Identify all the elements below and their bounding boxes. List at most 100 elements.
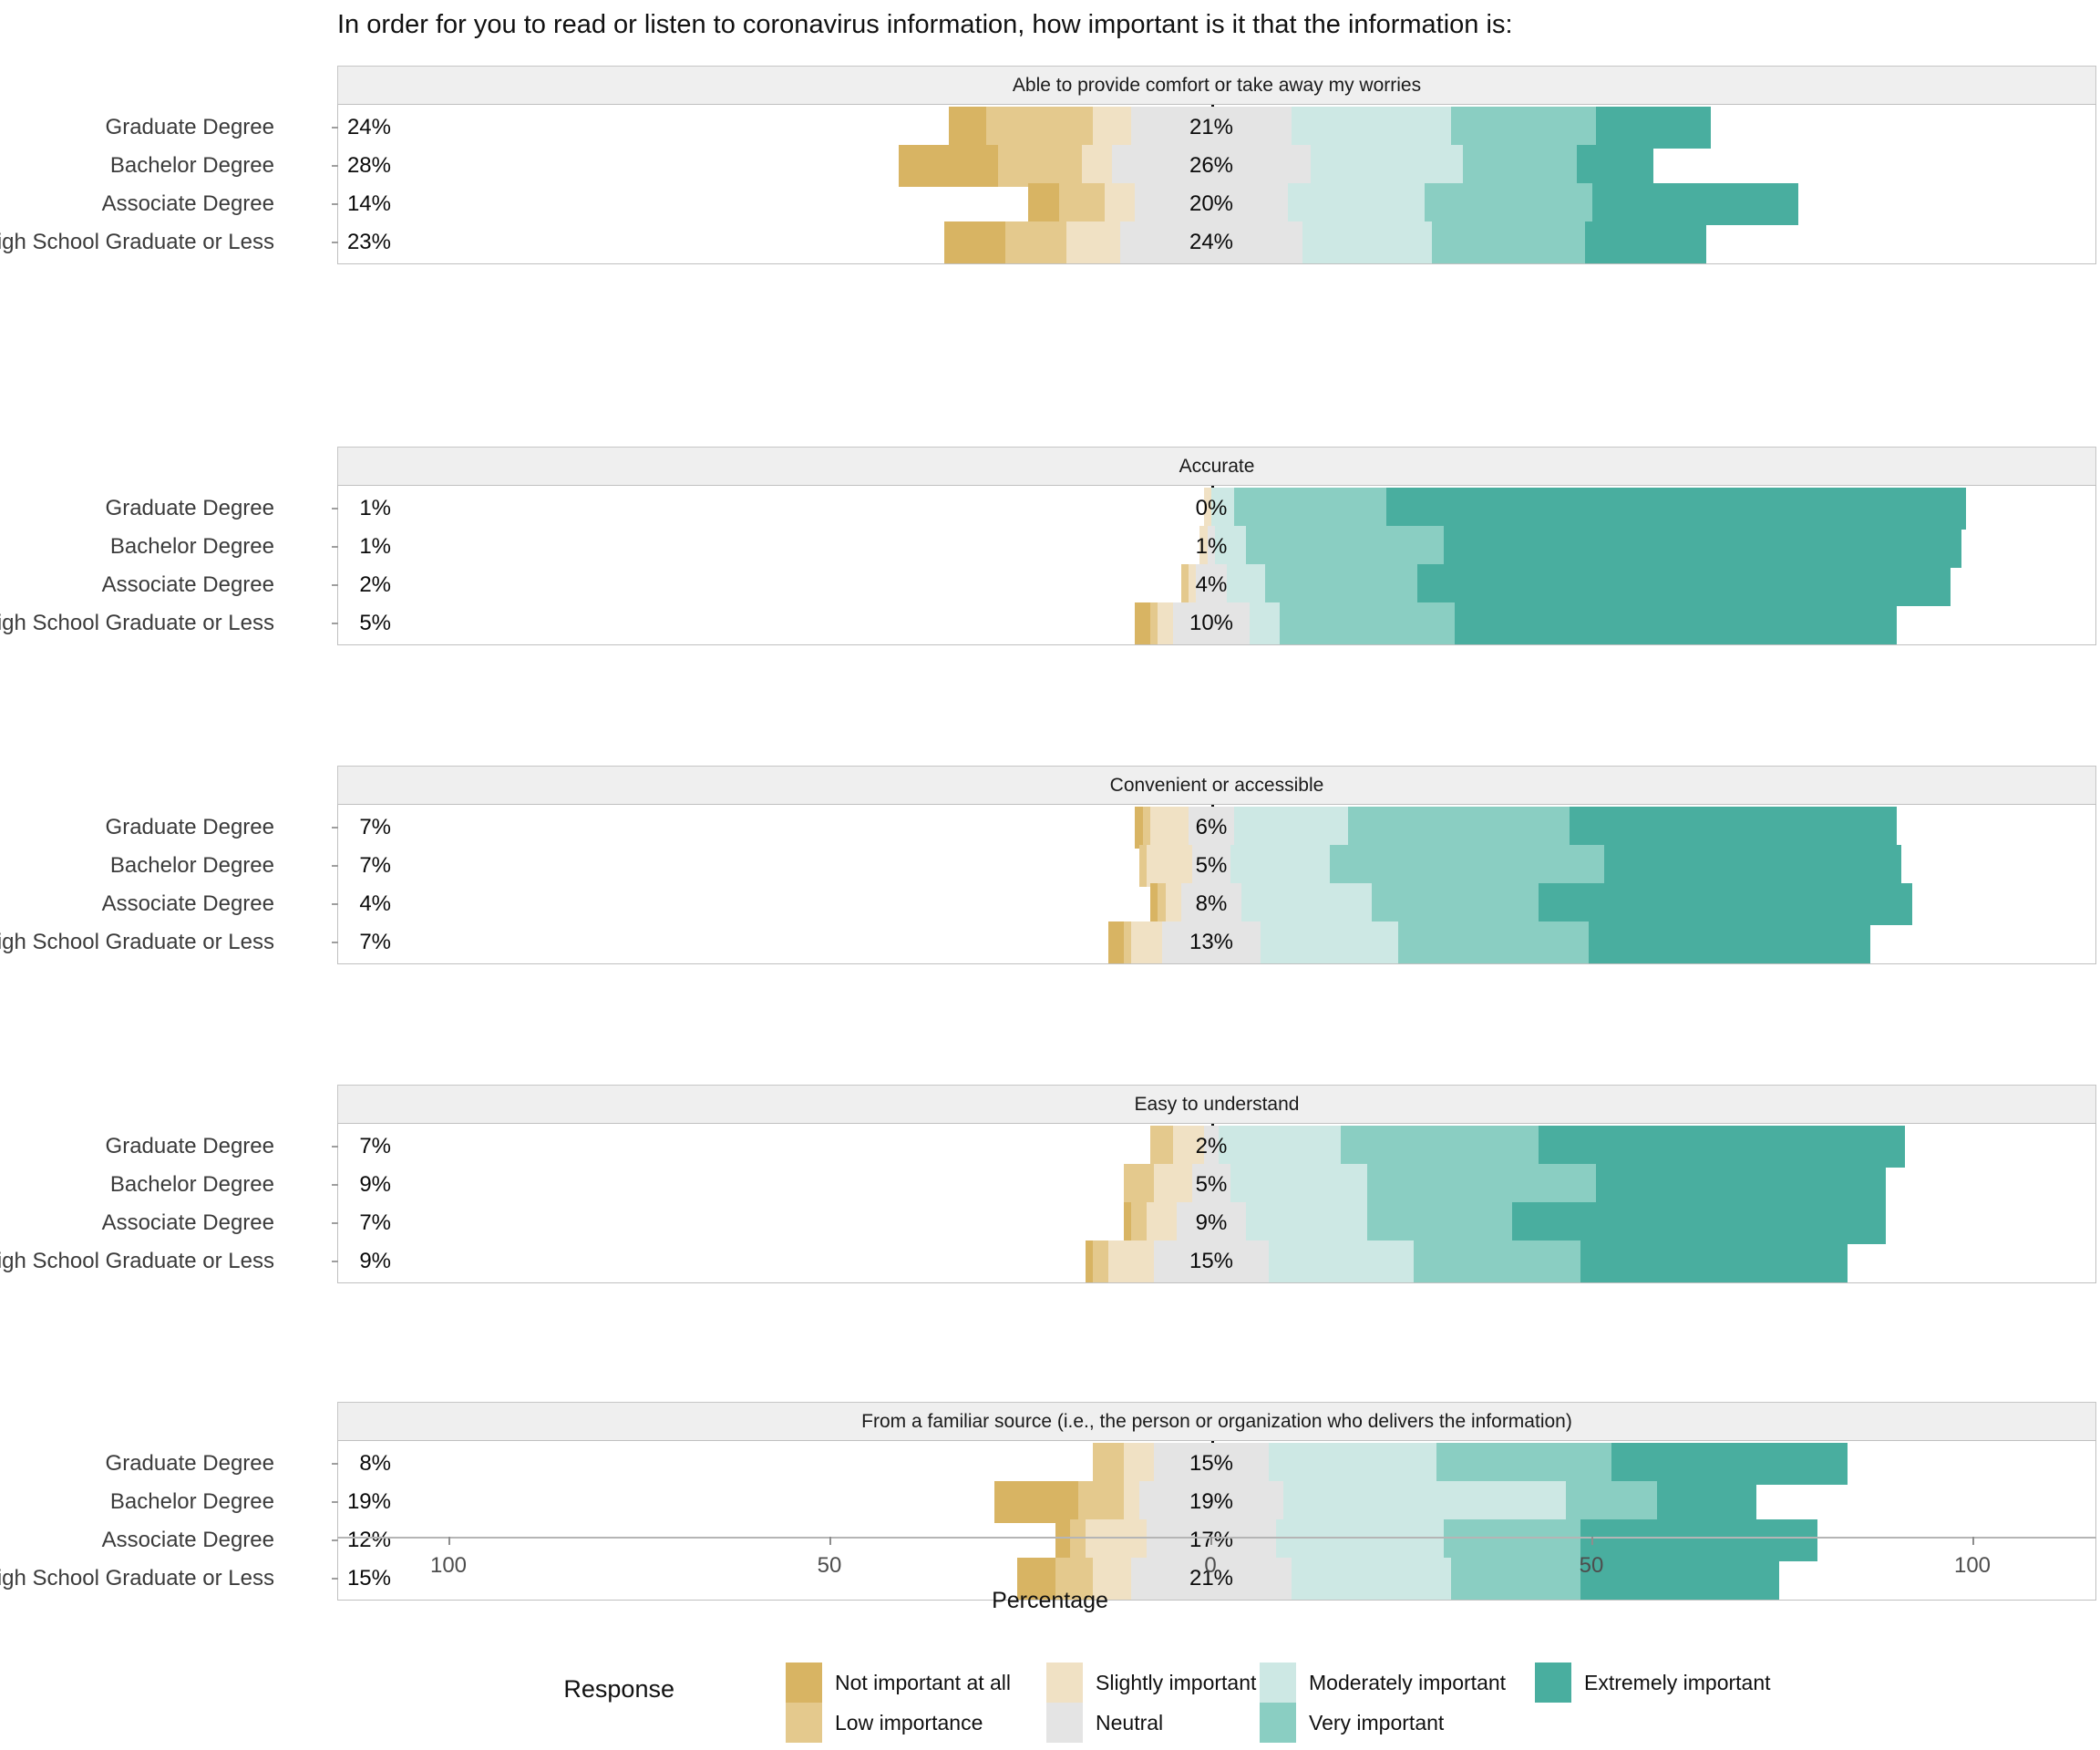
bar-segment[interactable] xyxy=(1539,1126,1905,1168)
bar-segment[interactable] xyxy=(1150,883,1158,925)
bar-segment[interactable] xyxy=(1611,1443,1848,1485)
bar-segment[interactable] xyxy=(993,1481,1078,1523)
bar-segment[interactable] xyxy=(1341,1126,1539,1168)
bar-segment[interactable] xyxy=(1268,1240,1414,1282)
bar-segment[interactable] xyxy=(948,107,987,149)
bar-segment[interactable] xyxy=(1261,921,1398,963)
bar-segment[interactable] xyxy=(1207,526,1216,568)
bar-segment[interactable] xyxy=(1131,1202,1147,1244)
bar-segment[interactable] xyxy=(1161,921,1261,963)
bar-segment[interactable] xyxy=(1199,526,1208,568)
bar-segment[interactable] xyxy=(1219,1126,1342,1168)
bar-segment[interactable] xyxy=(1580,1558,1779,1600)
bar-segment[interactable] xyxy=(1180,883,1242,925)
stacked-bar[interactable] xyxy=(1150,883,1913,925)
bar-segment[interactable] xyxy=(1580,1240,1848,1282)
bar-segment[interactable] xyxy=(1135,602,1151,644)
stacked-bar[interactable] xyxy=(944,221,1707,263)
stacked-bar[interactable] xyxy=(1203,488,1966,530)
bar-segment[interactable] xyxy=(1016,1558,1055,1600)
bar-segment[interactable] xyxy=(1188,807,1235,849)
bar-segment[interactable] xyxy=(1436,1443,1611,1485)
bar-segment[interactable] xyxy=(1291,107,1452,149)
bar-segment[interactable] xyxy=(1123,1443,1155,1485)
bar-segment[interactable] xyxy=(1119,221,1303,263)
bar-segment[interactable] xyxy=(1093,1558,1132,1600)
stacked-bar[interactable] xyxy=(1086,1240,1848,1282)
stacked-bar[interactable] xyxy=(1055,1519,1817,1561)
legend-item[interactable]: Moderately important xyxy=(1260,1662,1506,1703)
bar-segment[interactable] xyxy=(1123,921,1132,963)
bar-segment[interactable] xyxy=(1173,1126,1204,1168)
bar-segment[interactable] xyxy=(1268,1443,1436,1485)
bar-segment[interactable] xyxy=(1310,145,1463,187)
bar-segment[interactable] xyxy=(1210,488,1235,530)
legend-item[interactable]: Extremely important xyxy=(1535,1662,1771,1703)
bar-segment[interactable] xyxy=(1112,145,1311,187)
bar-segment[interactable] xyxy=(1093,1240,1109,1282)
bar-segment[interactable] xyxy=(1234,807,1349,849)
bar-segment[interactable] xyxy=(1154,1443,1269,1485)
bar-segment[interactable] xyxy=(1203,488,1211,530)
bar-segment[interactable] xyxy=(1302,221,1433,263)
bar-segment[interactable] xyxy=(1443,1519,1581,1561)
bar-segment[interactable] xyxy=(1371,883,1539,925)
bar-segment[interactable] xyxy=(1150,602,1158,644)
bar-segment[interactable] xyxy=(1108,921,1124,963)
bar-segment[interactable] xyxy=(1245,1202,1368,1244)
bar-segment[interactable] xyxy=(1657,1481,1756,1523)
bar-segment[interactable] xyxy=(997,145,1082,187)
bar-segment[interactable] xyxy=(1180,564,1189,606)
bar-segment[interactable] xyxy=(1123,1481,1139,1523)
stacked-bar[interactable] xyxy=(1123,1164,1886,1206)
bar-segment[interactable] xyxy=(1150,807,1189,849)
legend-item[interactable]: Slightly important xyxy=(1046,1662,1256,1703)
bar-segment[interactable] xyxy=(1066,221,1120,263)
bar-segment[interactable] xyxy=(1135,183,1288,225)
bar-segment[interactable] xyxy=(1131,107,1292,149)
bar-segment[interactable] xyxy=(1455,602,1898,644)
bar-segment[interactable] xyxy=(1070,1519,1086,1561)
bar-segment[interactable] xyxy=(1077,1481,1124,1523)
bar-segment[interactable] xyxy=(1055,1519,1071,1561)
bar-segment[interactable] xyxy=(1397,921,1589,963)
bar-segment[interactable] xyxy=(1142,807,1151,849)
bar-segment[interactable] xyxy=(1093,1443,1124,1485)
bar-segment[interactable] xyxy=(1291,1558,1452,1600)
bar-segment[interactable] xyxy=(1432,221,1585,263)
bar-segment[interactable] xyxy=(1058,183,1105,225)
bar-segment[interactable] xyxy=(1451,1558,1581,1600)
bar-segment[interactable] xyxy=(1230,1164,1368,1206)
bar-segment[interactable] xyxy=(1055,1558,1094,1600)
bar-segment[interactable] xyxy=(1580,1519,1817,1561)
bar-segment[interactable] xyxy=(1512,1202,1886,1244)
bar-segment[interactable] xyxy=(1215,526,1246,568)
bar-segment[interactable] xyxy=(1173,602,1250,644)
bar-segment[interactable] xyxy=(1146,1202,1178,1244)
bar-segment[interactable] xyxy=(1093,107,1132,149)
bar-segment[interactable] xyxy=(1276,1519,1444,1561)
bar-segment[interactable] xyxy=(1154,1164,1193,1206)
bar-segment[interactable] xyxy=(1146,845,1193,887)
bar-segment[interactable] xyxy=(1154,1240,1269,1282)
stacked-bar[interactable] xyxy=(1138,845,1901,887)
bar-segment[interactable] xyxy=(1596,1164,1886,1206)
bar-segment[interactable] xyxy=(1150,1126,1174,1168)
bar-segment[interactable] xyxy=(1165,883,1181,925)
legend-item[interactable]: Very important xyxy=(1260,1703,1444,1743)
bar-segment[interactable] xyxy=(1386,488,1966,530)
bar-segment[interactable] xyxy=(1086,1240,1094,1282)
bar-segment[interactable] xyxy=(1287,183,1426,225)
stacked-bar[interactable] xyxy=(1199,526,1962,568)
bar-segment[interactable] xyxy=(1539,883,1913,925)
stacked-bar[interactable] xyxy=(1108,921,1871,963)
legend-item[interactable]: Neutral xyxy=(1046,1703,1163,1743)
stacked-bar[interactable] xyxy=(1180,564,1951,606)
bar-segment[interactable] xyxy=(1123,1202,1132,1244)
bar-segment[interactable] xyxy=(1226,564,1265,606)
bar-segment[interactable] xyxy=(1348,807,1570,849)
bar-segment[interactable] xyxy=(1413,1240,1581,1282)
bar-segment[interactable] xyxy=(1462,145,1578,187)
stacked-bar[interactable] xyxy=(1093,1443,1848,1485)
bar-segment[interactable] xyxy=(1131,921,1162,963)
